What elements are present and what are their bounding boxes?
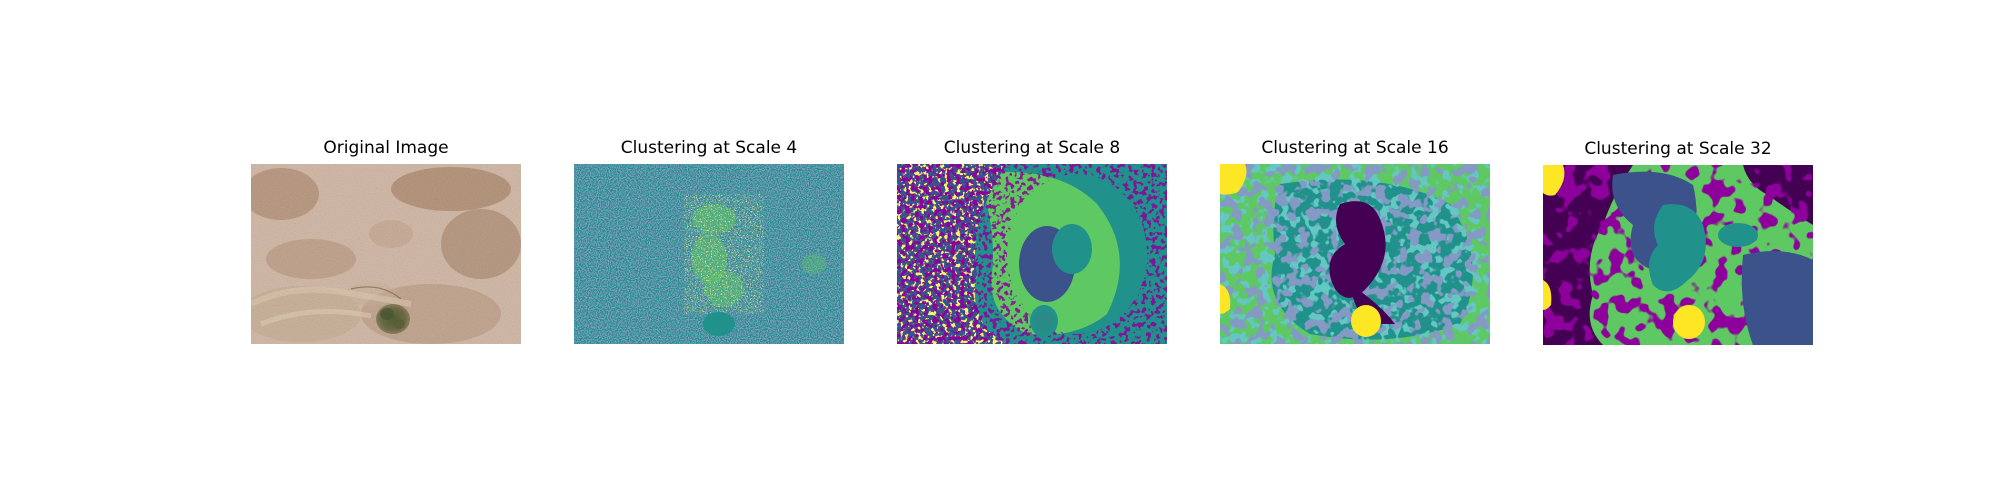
panel-title: Clustering at Scale 16 [1261, 138, 1449, 158]
panel-title: Clustering at Scale 8 [943, 138, 1121, 158]
cluster-map-scale-32 [1543, 165, 1813, 345]
panel-title: Clustering at Scale 4 [620, 138, 798, 158]
cluster-map-scale-16 [1220, 164, 1490, 344]
panel-title: Clustering at Scale 32 [1584, 139, 1772, 159]
cluster-map-scale-8 [897, 164, 1167, 344]
cluster-map-scale-4 [574, 164, 844, 344]
original-photo [251, 164, 521, 344]
panel-title: Original Image [323, 138, 449, 158]
